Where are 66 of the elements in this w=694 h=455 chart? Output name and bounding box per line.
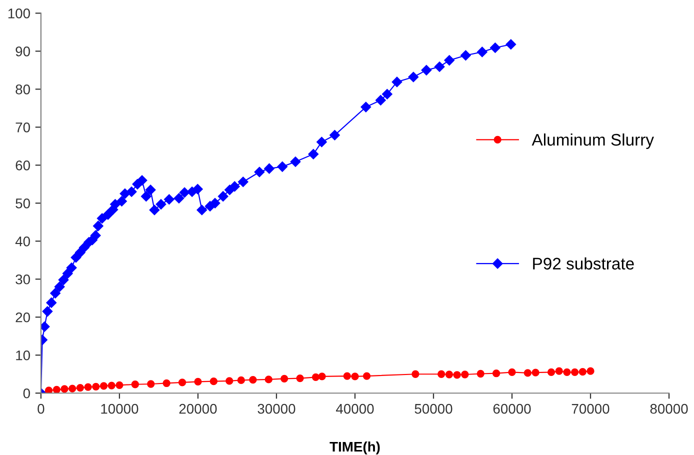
point (84, 383, 92, 391)
point (312, 373, 320, 381)
point (453, 371, 461, 379)
y-tick-label: 60 (16, 160, 30, 170)
point (532, 368, 540, 376)
point (343, 372, 351, 380)
x-tick-label: 10000 (101, 404, 138, 414)
point (586, 367, 594, 375)
point (445, 370, 454, 378)
point (162, 379, 170, 388)
point (296, 374, 304, 382)
point (547, 368, 556, 376)
point (492, 370, 500, 378)
y-tick-label: 30 (16, 274, 30, 284)
point (555, 367, 563, 375)
point (52, 386, 60, 394)
point (438, 370, 446, 378)
y-tick-label: 50 (16, 198, 30, 208)
point (92, 382, 100, 390)
point (210, 378, 218, 386)
x-tick-label: 0 (38, 404, 44, 414)
point (194, 378, 202, 386)
y-tick-label: 70 (16, 122, 30, 132)
point (147, 380, 155, 388)
x-tick-label: 30000 (258, 404, 296, 414)
y-tick-label: 20 (16, 312, 30, 322)
point (226, 377, 234, 385)
point (264, 376, 272, 384)
point (318, 372, 326, 380)
x-axis-title: TIME(h) (330, 441, 380, 454)
x-tick-label: 20000 (179, 404, 217, 414)
x-tick-label: 80000 (650, 404, 688, 414)
point (508, 368, 516, 376)
y-tick-label: 100 (8, 8, 30, 18)
point (76, 384, 84, 392)
point (412, 370, 420, 378)
legend-label: P92 substrate (533, 257, 634, 270)
legend-label: Aluminum Slurry (532, 133, 654, 149)
point (249, 376, 257, 384)
point (578, 368, 586, 376)
point (178, 378, 186, 386)
point (131, 380, 139, 388)
point (570, 368, 579, 376)
point (351, 372, 359, 380)
point (362, 372, 371, 380)
y-tick-label: 0 (23, 388, 30, 398)
y-tick-label: 80 (16, 84, 30, 94)
y-tick-label: 90 (16, 46, 30, 56)
x-tick-label: 50000 (414, 404, 452, 414)
point (461, 370, 469, 378)
point (68, 384, 76, 392)
y-tick-label: 40 (15, 236, 30, 246)
point (476, 370, 484, 378)
x-tick-label: 70000 (572, 404, 610, 414)
x-tick-label: 40000 (336, 404, 374, 414)
point (44, 386, 53, 394)
point (60, 385, 68, 393)
point (524, 369, 532, 377)
point (100, 382, 108, 390)
point (563, 368, 571, 376)
point (280, 374, 288, 383)
point (108, 382, 116, 390)
x-tick-label: 60000 (493, 404, 531, 414)
y-tick-label: 10 (16, 350, 30, 360)
point (116, 381, 124, 389)
point (237, 376, 245, 384)
